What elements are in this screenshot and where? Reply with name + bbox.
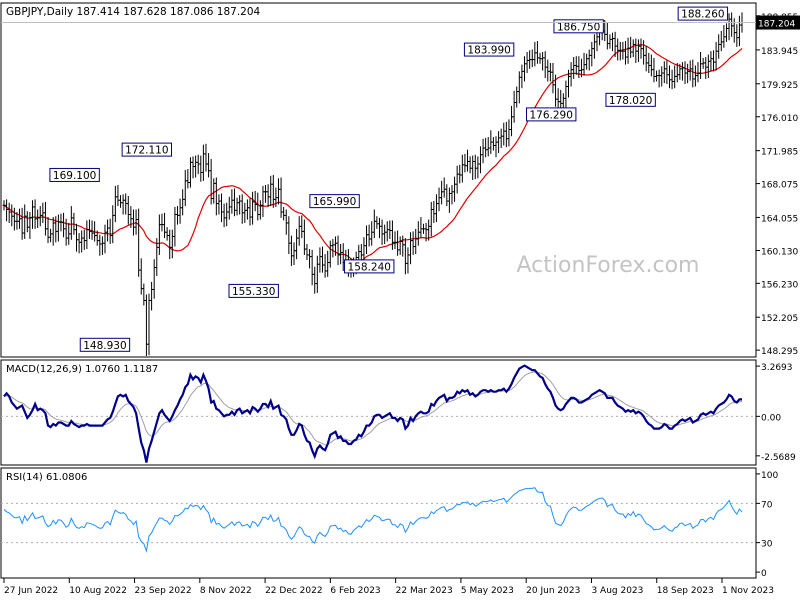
x-axis-tick-label: 5 May 2023 [461, 586, 514, 596]
price-annotation-label: 148.930 [83, 340, 126, 352]
x-axis-tick-label: 27 Jun 2022 [4, 586, 58, 596]
price-annotation-box [309, 194, 360, 209]
price-annotation: 178.020 [605, 92, 656, 107]
price-annotation: 165.990 [309, 194, 360, 209]
rsi-label: RSI(14) 61.0806 [6, 472, 87, 483]
price-panel: ActionForex.com 172.110 169.100 148.930 165… [0, 2, 800, 358]
price-annotation-box [605, 92, 656, 107]
price-annotation: 186.750 [553, 19, 604, 34]
price-annotation: 172.110 [121, 142, 173, 157]
x-axis-tick-label: 1 Nov 2023 [722, 586, 774, 596]
macd-panel: 3.2693 0.00 -2.5689 MACD(12,26,9) 1.0760 1… [0, 359, 796, 466]
price-annotation-label: 186.750 [557, 21, 600, 33]
price-annotation-label: 172.110 [125, 145, 168, 157]
moving-average-line [3, 44, 743, 262]
rsi-panel-frame [0, 467, 757, 579]
macd-axis-tick-label: 3.2693 [761, 363, 793, 373]
price-annotation: 188.260 [677, 6, 729, 21]
x-axis-tick-label: 23 Sep 2022 [135, 586, 192, 596]
rsi-axis-tick-label: 100 [761, 471, 778, 481]
x-axis-tick-label: 10 Aug 2022 [69, 586, 127, 596]
macd-panel-frame [0, 359, 757, 466]
x-axis-tick-label: 22 Mar 2023 [396, 586, 453, 596]
price-annotation-box [79, 337, 131, 352]
x-axis-tick-label: 6 Feb 2023 [330, 586, 380, 596]
price-axis-tick-label: 168.075 [761, 181, 798, 191]
price-axis-tick-label: 148.295 [761, 347, 798, 357]
price-annotation-label: 178.020 [609, 95, 652, 107]
price-axis-tick-label: 160.130 [761, 247, 798, 257]
macd-main-line [3, 364, 742, 463]
price-axis-tick-label: 164.055 [761, 214, 798, 224]
price-axis-tick-label: 176.010 [761, 114, 798, 124]
price-annotation-box [121, 142, 173, 157]
price-annotation-label: 155.330 [232, 286, 275, 298]
price-annotation-label: 176.290 [530, 109, 573, 121]
price-annotation-box [228, 283, 279, 298]
x-axis-tick-label: 20 Jun 2023 [526, 586, 580, 596]
header-bg [4, 5, 240, 18]
rsi-axis-tick-label: 30 [761, 540, 773, 550]
price-annotation: 183.990 [463, 42, 515, 57]
price-annotation: 155.330 [228, 283, 279, 298]
watermark: ActionForex.com [517, 253, 700, 278]
price-axis-tick-label: 183.945 [761, 47, 798, 57]
macd-axis-tick-label: 0.00 [761, 413, 781, 423]
price-annotation-box [553, 19, 604, 34]
price-annotation: 158.240 [344, 259, 395, 274]
price-annotation-box [49, 167, 100, 182]
x-axis-tick-label: 3 Aug 2023 [591, 586, 643, 596]
price-annotation-box [463, 42, 515, 57]
price-annotation: 176.290 [526, 107, 577, 122]
rsi-axis-tick-label: 0 [761, 569, 767, 579]
price-annotation: 169.100 [49, 167, 100, 182]
price-annotation-label: 188.260 [681, 9, 724, 21]
x-axis: 27 Jun 2022 10 Aug 2022 23 Sep 2022 8 Nov 2… [3, 578, 774, 596]
x-axis-tick-label: 18 Sep 2023 [657, 586, 714, 596]
price-axis-tick-label: 179.925 [761, 81, 798, 91]
price-annotation-label: 158.240 [348, 261, 391, 273]
price-axis-tick-label: 171.985 [761, 148, 798, 158]
price-annotation: 148.930 [79, 337, 131, 352]
price-annotation-box [344, 259, 395, 274]
macd-label: MACD(12,26,9) 1.0760 1.1187 [6, 364, 158, 375]
macd-axis-tick-label: -2.5689 [761, 453, 796, 463]
price-annotation-box [526, 107, 577, 122]
rsi-line [3, 487, 743, 553]
x-axis-tick-label: 8 Nov 2022 [200, 586, 252, 596]
x-axis-tick-label: 22 Dec 2022 [265, 586, 323, 596]
rsi-axis-tick-label: 70 [761, 500, 773, 510]
last-price-label: 187.204 [758, 20, 795, 30]
price-annotation-label: 165.990 [313, 196, 356, 208]
price-annotation-box [677, 6, 729, 21]
price-axis-tick-label: 152.205 [761, 314, 798, 324]
symbol-header: GBPJPY,Daily 187.414 187.628 187.086 187… [6, 6, 261, 18]
macd-signal-line [3, 371, 743, 446]
price-annotation-label: 183.990 [467, 45, 510, 57]
last-price-marker [756, 15, 800, 30]
price-annotation-label: 169.100 [53, 170, 96, 182]
price-panel-frame [0, 2, 757, 358]
rsi-panel: 100 70 30 0 RSI(14) 61.0806 [0, 467, 778, 579]
price-axis-tick-label: 156.230 [761, 280, 798, 290]
